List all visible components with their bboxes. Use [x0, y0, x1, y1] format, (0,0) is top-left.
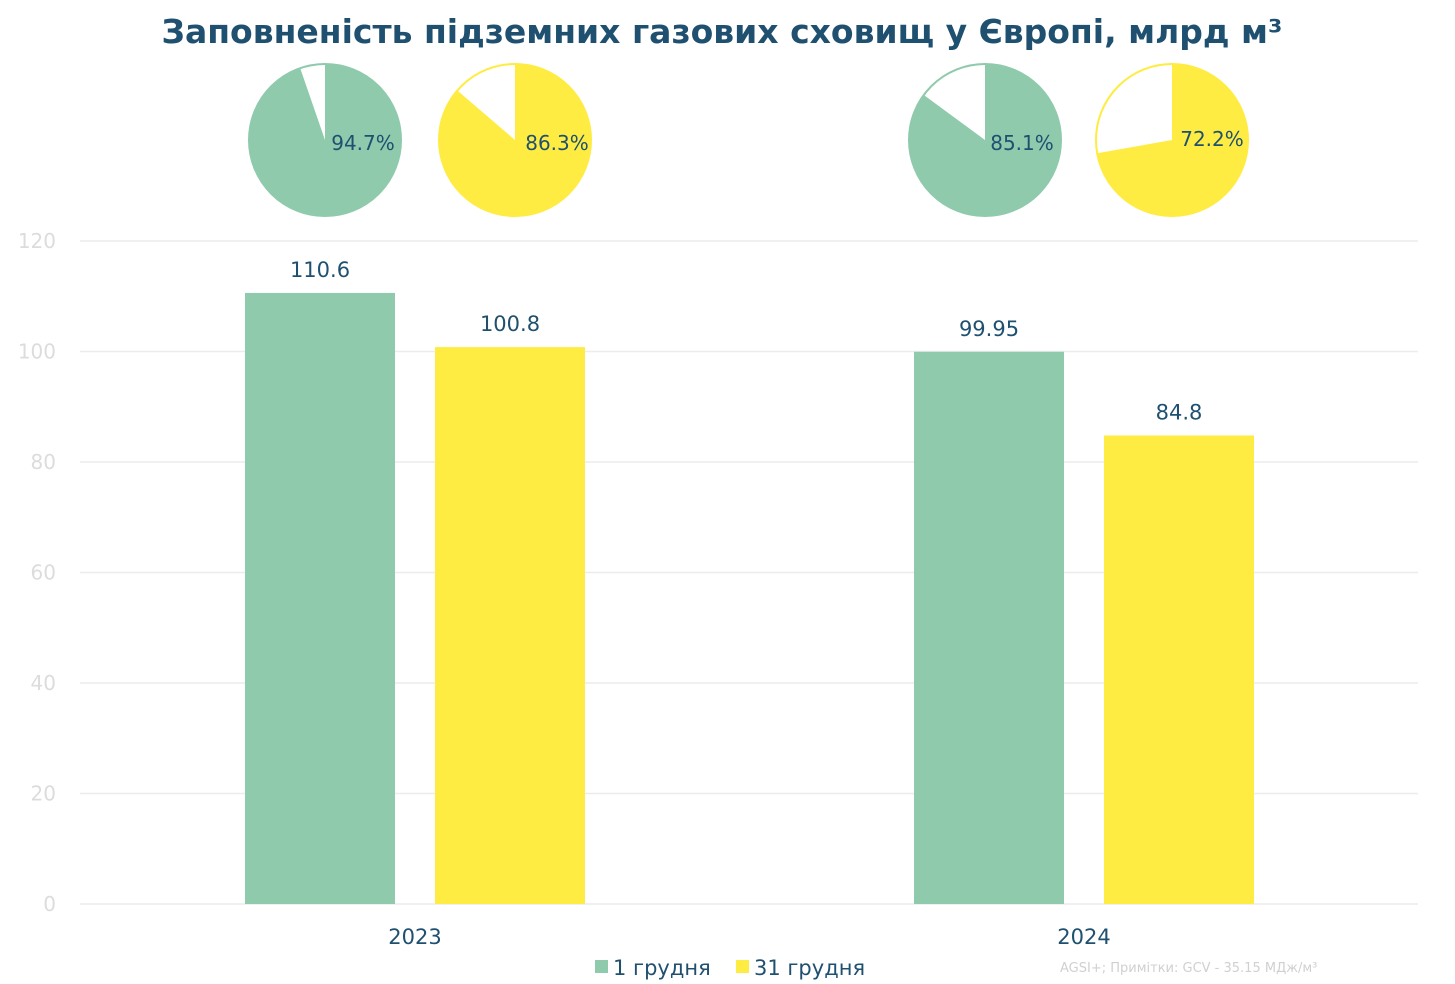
pie-chart: 85.1% — [908, 63, 1062, 217]
bar — [1104, 435, 1254, 904]
bar-layer: 110.6 100.8 2023 99.95 84.8 2024 — [245, 258, 1254, 949]
legend-label: 1 грудня — [613, 956, 711, 980]
x-category-label: 2024 — [1057, 925, 1110, 949]
pie-filled-slice — [439, 64, 591, 216]
y-tick-label: 80 — [31, 450, 56, 474]
pie-chart: 86.3% — [438, 63, 592, 217]
pie-filled-slice — [908, 64, 1061, 216]
pie-filled-slice — [249, 64, 402, 217]
pie-percent-label: 85.1% — [990, 131, 1054, 155]
bar-value-label: 99.95 — [959, 317, 1019, 341]
y-tick-label: 40 — [31, 671, 56, 695]
y-tick-label: 0 — [43, 892, 56, 916]
bar — [435, 347, 585, 905]
pie-percent-label: 86.3% — [525, 131, 589, 155]
y-tick-label: 100 — [18, 340, 56, 364]
pie-percent-label: 94.7% — [331, 131, 395, 155]
legend: 1 грудня 31 грудня — [595, 956, 865, 980]
legend-swatch — [736, 960, 749, 973]
pie-chart: 72.2% — [1095, 63, 1249, 217]
bar — [245, 292, 395, 904]
x-category-label: 2023 — [388, 925, 441, 949]
pie-chart: 94.7% — [248, 63, 402, 217]
pie-percent-label: 72.2% — [1180, 127, 1244, 151]
legend-label: 31 грудня — [754, 956, 865, 980]
source-note: AGSI+; Примітки: GCV - 35.15 МДж/м³ — [1060, 961, 1317, 976]
y-tick-label: 20 — [31, 782, 56, 806]
bar-value-label: 110.6 — [290, 258, 350, 282]
pie-filled-slice — [1097, 64, 1248, 216]
bar — [914, 351, 1064, 904]
y-tick-label: 60 — [31, 561, 56, 585]
bar-value-label: 100.8 — [480, 312, 540, 336]
chart-title: Заповненість підземних газових сховищ у … — [162, 12, 1283, 51]
pie-layer: 94.7% 86.3% 85.1% 72.2% — [248, 63, 1249, 217]
y-tick-label: 120 — [18, 229, 56, 253]
bar-value-label: 84.8 — [1156, 400, 1203, 424]
legend-swatch — [595, 960, 608, 973]
